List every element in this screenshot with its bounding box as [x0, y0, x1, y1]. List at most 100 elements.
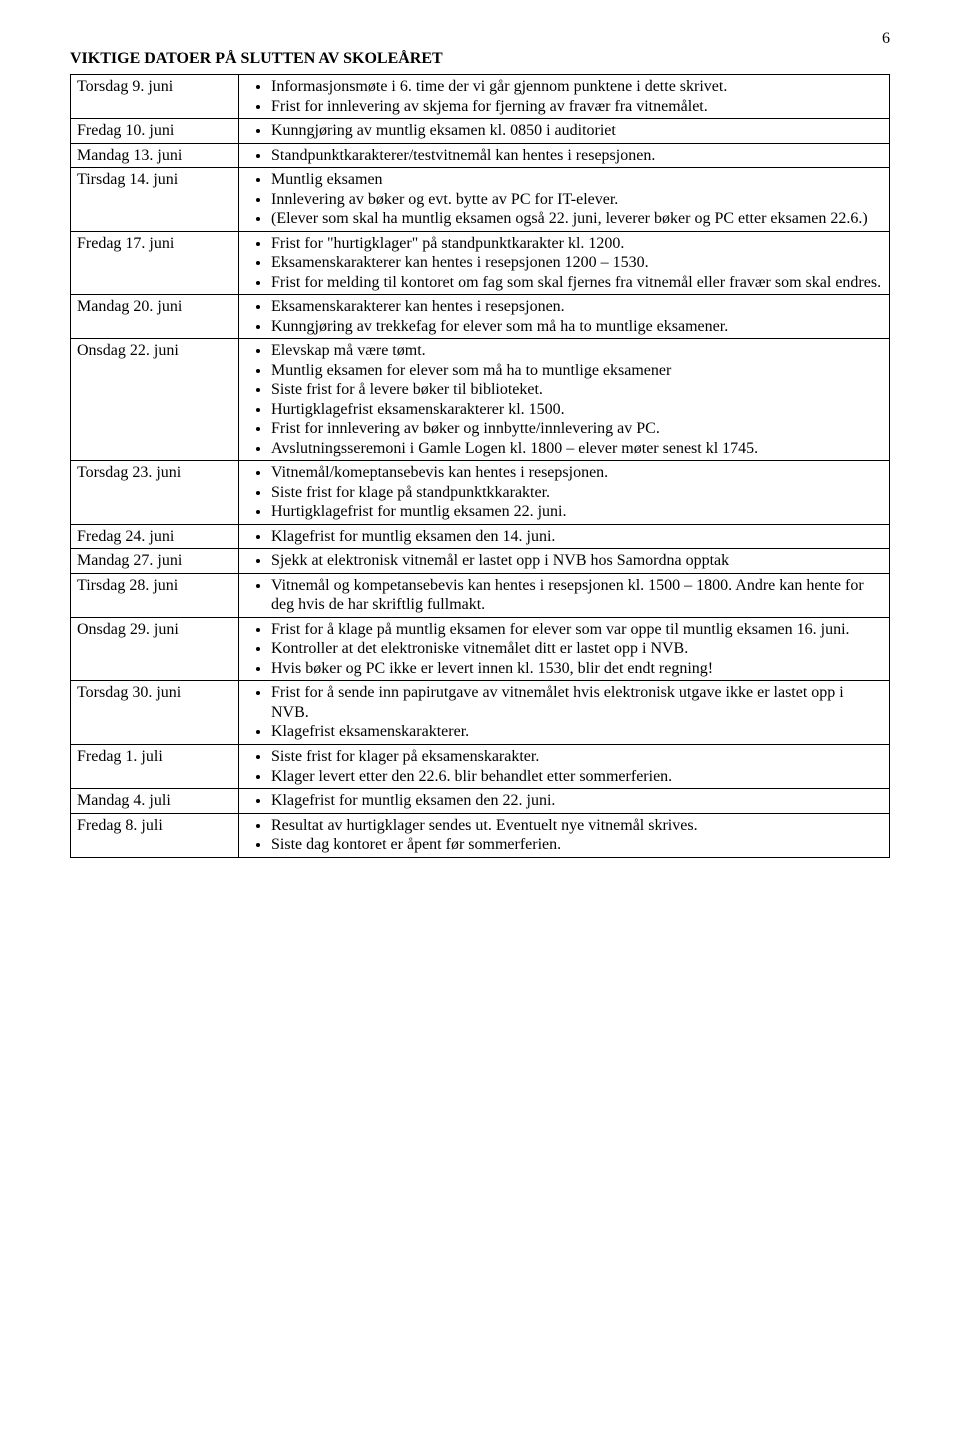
- items-cell: Resultat av hurtigklager sendes ut. Even…: [239, 813, 890, 857]
- list-item: Siste frist for å levere bøker til bibli…: [271, 380, 883, 400]
- list-item: Hurtigklagefrist eksamenskarakterer kl. …: [271, 400, 883, 420]
- schedule-table: Torsdag 9. juni Informasjonsmøte i 6. tim…: [70, 74, 890, 858]
- list-item: Frist for å sende inn papirutgave av vit…: [271, 683, 883, 722]
- items-cell: Frist for "hurtigklager" på standpunktka…: [239, 231, 890, 295]
- date-cell: Mandag 13. juni: [71, 143, 239, 168]
- items-list: Standpunktkarakterer/testvitnemål kan he…: [245, 146, 883, 166]
- list-item: Frist for innlevering av skjema for fjer…: [271, 97, 883, 117]
- list-item: Sjekk at elektronisk vitnemål er lastet …: [271, 551, 883, 571]
- table-row: Torsdag 30. juni Frist for å sende inn pa…: [71, 681, 890, 745]
- list-item: Eksamenskarakterer kan hentes i resepsjo…: [271, 253, 883, 273]
- items-list: Resultat av hurtigklager sendes ut. Even…: [245, 816, 883, 855]
- schedule-body: Torsdag 9. juni Informasjonsmøte i 6. tim…: [71, 75, 890, 858]
- items-cell: Elevskap må være tømt.Muntlig eksamen fo…: [239, 339, 890, 461]
- items-cell: Vitnemål/komeptansebevis kan hentes i re…: [239, 461, 890, 525]
- items-cell: Frist for å sende inn papirutgave av vit…: [239, 681, 890, 745]
- items-list: Sjekk at elektronisk vitnemål er lastet …: [245, 551, 883, 571]
- date-cell: Fredag 1. juli: [71, 744, 239, 788]
- date-cell: Torsdag 23. juni: [71, 461, 239, 525]
- list-item: Siste dag kontoret er åpent før sommerfe…: [271, 835, 883, 855]
- list-item: Muntlig eksamen for elever som må ha to …: [271, 361, 883, 381]
- items-cell: Standpunktkarakterer/testvitnemål kan he…: [239, 143, 890, 168]
- document-page: 6 VIKTIGE DATOER PÅ SLUTTEN AV SKOLEÅRET…: [0, 0, 960, 918]
- date-cell: Tirsdag 14. juni: [71, 168, 239, 232]
- date-cell: Fredag 10. juni: [71, 119, 239, 144]
- items-cell: Siste frist for klager på eksamenskarakt…: [239, 744, 890, 788]
- date-cell: Tirsdag 28. juni: [71, 573, 239, 617]
- table-row: Fredag 10. juni Kunngjøring av muntlig ek…: [71, 119, 890, 144]
- date-cell: Onsdag 22. juni: [71, 339, 239, 461]
- items-cell: Kunngjøring av muntlig eksamen kl. 0850 …: [239, 119, 890, 144]
- table-row: Mandag 13. juni Standpunktkarakterer/test…: [71, 143, 890, 168]
- date-cell: Torsdag 30. juni: [71, 681, 239, 745]
- list-item: Siste frist for klage på standpunktkkara…: [271, 483, 883, 503]
- list-item: Eksamenskarakterer kan hentes i resepsjo…: [271, 297, 883, 317]
- list-item: Hurtigklagefrist for muntlig eksamen 22.…: [271, 502, 883, 522]
- list-item: Hvis bøker og PC ikke er levert innen kl…: [271, 659, 883, 679]
- list-item: Innlevering av bøker og evt. bytte av PC…: [271, 190, 883, 210]
- table-row: Tirsdag 14. juniMuntlig eksamenInnleveri…: [71, 168, 890, 232]
- date-cell: Fredag 8. juli: [71, 813, 239, 857]
- list-item: Klagefrist for muntlig eksamen den 22. j…: [271, 791, 883, 811]
- items-cell: Informasjonsmøte i 6. time der vi går gj…: [239, 75, 890, 119]
- items-list: Kunngjøring av muntlig eksamen kl. 0850 …: [245, 121, 883, 141]
- table-row: Torsdag 9. juni Informasjonsmøte i 6. tim…: [71, 75, 890, 119]
- list-item: Muntlig eksamen: [271, 170, 883, 190]
- items-cell: Vitnemål og kompetansebevis kan hentes i…: [239, 573, 890, 617]
- table-row: Fredag 8. juli Resultat av hurtigklager s…: [71, 813, 890, 857]
- items-cell: Frist for å klage på muntlig eksamen for…: [239, 617, 890, 681]
- list-item: Frist for melding til kontoret om fag so…: [271, 273, 883, 293]
- items-list: Elevskap må være tømt.Muntlig eksamen fo…: [245, 341, 883, 458]
- table-row: Mandag 4. juli Klagefrist for muntlig eks…: [71, 789, 890, 814]
- list-item: Standpunktkarakterer/testvitnemål kan he…: [271, 146, 883, 166]
- list-item: Resultat av hurtigklager sendes ut. Even…: [271, 816, 883, 836]
- table-row: Tirsdag 28. juni Vitnemål og kompetansebe…: [71, 573, 890, 617]
- list-item: Frist for å klage på muntlig eksamen for…: [271, 620, 883, 640]
- list-item: Siste frist for klager på eksamenskarakt…: [271, 747, 883, 767]
- list-item: (Elever som skal ha muntlig eksamen også…: [271, 209, 883, 229]
- items-list: Frist for å klage på muntlig eksamen for…: [245, 620, 883, 679]
- items-cell: Klagefrist for muntlig eksamen den 14. j…: [239, 524, 890, 549]
- list-item: Frist for innlevering av bøker og innbyt…: [271, 419, 883, 439]
- list-item: Avslutningsseremoni i Gamle Logen kl. 18…: [271, 439, 883, 459]
- items-cell: Eksamenskarakterer kan hentes i resepsjo…: [239, 295, 890, 339]
- date-cell: Fredag 24. juni: [71, 524, 239, 549]
- items-list: Siste frist for klager på eksamenskarakt…: [245, 747, 883, 786]
- page-number: 6: [882, 30, 890, 48]
- items-cell: Muntlig eksamenInnlevering av bøker og e…: [239, 168, 890, 232]
- items-list: Eksamenskarakterer kan hentes i resepsjo…: [245, 297, 883, 336]
- table-row: Fredag 17. juni Frist for "hurtigklager" …: [71, 231, 890, 295]
- list-item: Klagefrist for muntlig eksamen den 14. j…: [271, 527, 883, 547]
- date-cell: Mandag 20. juni: [71, 295, 239, 339]
- table-row: Torsdag 23. juni Vitnemål/komeptansebevis…: [71, 461, 890, 525]
- items-list: Frist for å sende inn papirutgave av vit…: [245, 683, 883, 742]
- date-cell: Mandag 27. juni: [71, 549, 239, 574]
- date-cell: Mandag 4. juli: [71, 789, 239, 814]
- list-item: Kunngjøring av muntlig eksamen kl. 0850 …: [271, 121, 883, 141]
- page-title: VIKTIGE DATOER PÅ SLUTTEN AV SKOLEÅRET: [70, 50, 890, 68]
- list-item: Informasjonsmøte i 6. time der vi går gj…: [271, 77, 883, 97]
- list-item: Vitnemål og kompetansebevis kan hentes i…: [271, 576, 883, 615]
- table-row: Mandag 20. juni Eksamenskarakterer kan he…: [71, 295, 890, 339]
- list-item: Kunngjøring av trekkefag for elever som …: [271, 317, 883, 337]
- list-item: Klagefrist eksamenskarakterer.: [271, 722, 883, 742]
- list-item: Elevskap må være tømt.: [271, 341, 883, 361]
- table-row: Fredag 24. juni Klagefrist for muntlig ek…: [71, 524, 890, 549]
- items-list: Vitnemål/komeptansebevis kan hentes i re…: [245, 463, 883, 522]
- date-cell: Torsdag 9. juni: [71, 75, 239, 119]
- items-list: Klagefrist for muntlig eksamen den 14. j…: [245, 527, 883, 547]
- items-list: Muntlig eksamenInnlevering av bøker og e…: [245, 170, 883, 229]
- items-list: Vitnemål og kompetansebevis kan hentes i…: [245, 576, 883, 615]
- table-row: Mandag 27. juni Sjekk at elektronisk vitn…: [71, 549, 890, 574]
- list-item: Frist for "hurtigklager" på standpunktka…: [271, 234, 883, 254]
- items-list: Informasjonsmøte i 6. time der vi går gj…: [245, 77, 883, 116]
- date-cell: Onsdag 29. juni: [71, 617, 239, 681]
- list-item: Vitnemål/komeptansebevis kan hentes i re…: [271, 463, 883, 483]
- items-list: Klagefrist for muntlig eksamen den 22. j…: [245, 791, 883, 811]
- items-cell: Sjekk at elektronisk vitnemål er lastet …: [239, 549, 890, 574]
- table-row: Fredag 1. juli Siste frist for klager på …: [71, 744, 890, 788]
- list-item: Kontroller at det elektroniske vitnemåle…: [271, 639, 883, 659]
- date-cell: Fredag 17. juni: [71, 231, 239, 295]
- list-item: Klager levert etter den 22.6. blir behan…: [271, 767, 883, 787]
- items-list: Frist for "hurtigklager" på standpunktka…: [245, 234, 883, 293]
